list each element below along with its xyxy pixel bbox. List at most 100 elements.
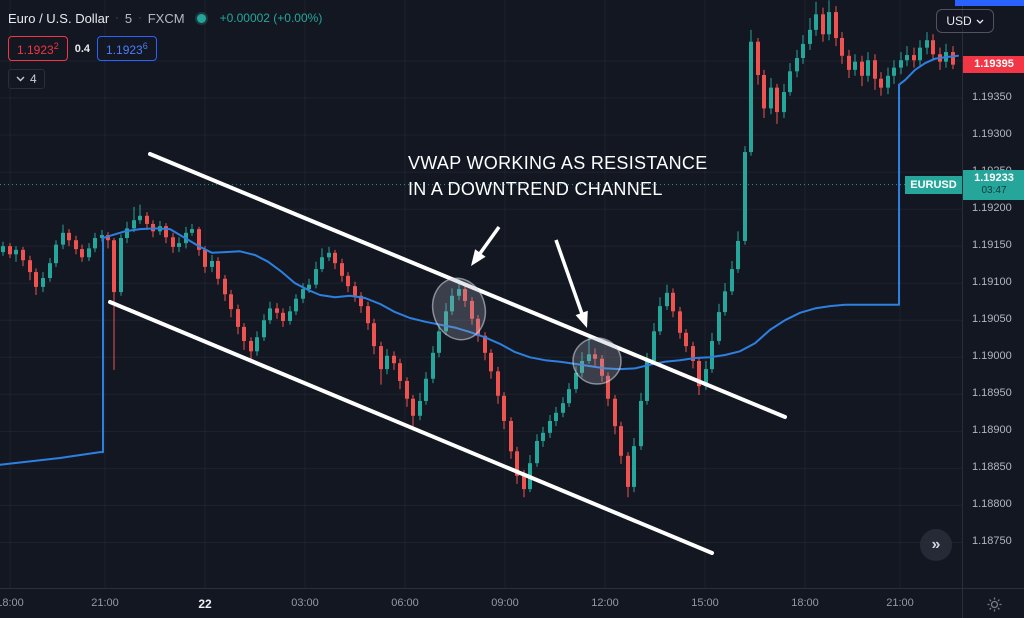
time-axis-label: 03:00 <box>291 597 319 609</box>
candle-body <box>236 309 240 327</box>
candle-body <box>782 92 786 113</box>
candle-body <box>301 289 305 299</box>
candle-body <box>470 300 474 319</box>
time-axis-label: 18:00 <box>0 597 24 609</box>
candle-body <box>431 352 435 379</box>
candle-body <box>652 331 656 361</box>
price-axis-label: 1.18850 <box>972 461 1012 474</box>
candle-body <box>268 308 272 321</box>
symbol-price-tag: EURUSD <box>905 175 962 194</box>
arrow-line[interactable] <box>554 239 585 318</box>
exchange-label[interactable]: FXCM <box>147 10 185 26</box>
price-axis-label: 1.19350 <box>972 91 1012 103</box>
candle-body <box>860 61 864 76</box>
candle-body <box>697 360 701 387</box>
trendline-upper[interactable] <box>148 152 787 419</box>
candle-body <box>814 14 818 30</box>
price-axis-label: 1.19150 <box>972 239 1012 252</box>
candle-body <box>509 420 513 452</box>
candle-body <box>119 238 123 293</box>
arrow-head-icon[interactable] <box>471 249 486 266</box>
candle-body <box>405 380 409 399</box>
candle-body <box>418 400 422 416</box>
candle-body <box>314 269 318 285</box>
candle-body <box>229 294 233 310</box>
candle-body <box>281 312 285 321</box>
candle-body <box>61 232 65 245</box>
highlight-ellipse[interactable] <box>572 337 622 385</box>
candle-body <box>353 286 357 296</box>
buy-button[interactable]: 1.19236 <box>97 36 157 61</box>
price-axis-label: 1.18750 <box>972 535 1012 548</box>
candle-body <box>801 43 805 58</box>
symbol-title[interactable]: Euro / U.S. Dollar <box>8 10 110 26</box>
arrow-head-icon[interactable] <box>575 310 588 328</box>
candle-body <box>242 326 246 341</box>
candle-body <box>743 152 747 241</box>
arrow-line[interactable] <box>476 225 501 258</box>
ask-price: 1.1923 <box>106 43 143 57</box>
candle-body <box>762 75 766 109</box>
candle-body <box>736 240 740 270</box>
candle-body <box>80 249 84 258</box>
sell-button[interactable]: 1.19232 <box>8 36 68 61</box>
price-axis-label: 1.19300 <box>972 128 1012 141</box>
candle-body <box>132 220 136 229</box>
time-axis[interactable]: 18:00 21:00 22 03:00 06:00 09:00 12:00 15:00 18:… <box>0 588 962 618</box>
interval-label[interactable]: 5 <box>124 10 133 26</box>
candle-body <box>749 41 753 153</box>
price-axis-label: 1.18950 <box>972 387 1012 400</box>
trendline-lower[interactable] <box>108 300 714 555</box>
candle-body <box>632 446 636 487</box>
annotation-line2: IN A DOWNTREND CHANNEL <box>408 179 663 199</box>
scroll-right-button[interactable]: » <box>920 529 952 561</box>
candle-body <box>249 340 253 352</box>
highlight-ellipse[interactable] <box>426 272 492 345</box>
candle-body <box>112 240 116 293</box>
candle-body <box>197 229 201 250</box>
candle-body <box>561 403 565 413</box>
candle-body <box>645 360 649 401</box>
candle-body <box>730 269 734 292</box>
indicators-collapse-button[interactable]: 4 <box>8 69 45 89</box>
candle-body <box>307 284 311 290</box>
annotation-text-drawing[interactable]: VWAP WORKING AS RESISTANCE IN A DOWNTREN… <box>408 150 708 202</box>
candle-body <box>502 395 506 421</box>
time-axis-label: 18:00 <box>791 597 819 609</box>
candle-body <box>1 246 5 253</box>
candle-body <box>275 308 279 313</box>
market-status-icon[interactable] <box>196 13 206 23</box>
candle-body <box>613 398 617 427</box>
currency-dropdown-button[interactable]: USD <box>936 9 994 33</box>
candle-body <box>171 237 175 247</box>
candle-body <box>398 363 402 381</box>
candle-body <box>827 12 831 35</box>
candle-body <box>567 389 571 404</box>
candle-body <box>541 432 545 441</box>
candle-body <box>593 354 597 359</box>
chevron-down-icon <box>976 19 984 24</box>
candle-body <box>93 238 97 249</box>
candle-body <box>905 55 909 61</box>
candle-body <box>385 355 389 370</box>
vwap-indicator-line[interactable] <box>0 54 959 466</box>
candle-body <box>190 229 194 233</box>
price-axis-label: 1.19050 <box>972 313 1012 326</box>
candle-body <box>795 58 799 72</box>
time-axis-label: 06:00 <box>391 597 419 609</box>
candle-body <box>457 289 461 296</box>
candle-body <box>476 318 480 336</box>
candle-body <box>203 249 207 267</box>
candle-body <box>756 41 760 76</box>
candle-body <box>41 278 45 287</box>
candle-body <box>48 263 52 278</box>
price-axis[interactable]: 1.19395 1.19233 03:47 1.19350 1.19300 1.19… <box>962 0 1024 588</box>
gear-icon[interactable] <box>987 597 1002 612</box>
chart-canvas[interactable] <box>0 0 962 588</box>
candle-body <box>372 323 376 347</box>
candle-body <box>411 398 415 416</box>
candle-body <box>684 332 688 347</box>
axis-settings-corner <box>962 588 1024 618</box>
candle-body <box>74 240 78 250</box>
price-change-label: +0.00002 (+0.00%) <box>219 11 323 25</box>
